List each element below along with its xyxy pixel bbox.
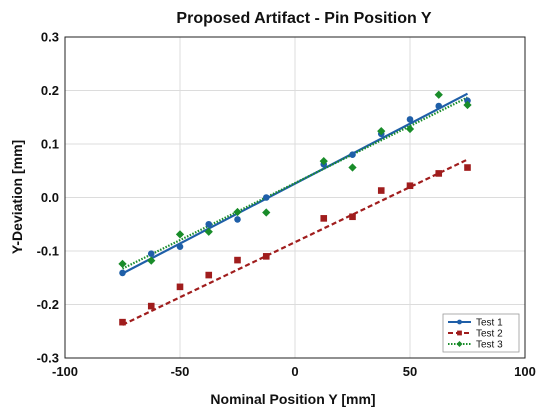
x-tick-label: -50 (171, 364, 190, 379)
series-2-point (320, 215, 328, 222)
x-axis-label: Nominal Position Y [mm] (210, 391, 375, 407)
legend-label: Test 3 (476, 340, 503, 351)
series-3-point (233, 207, 242, 217)
series-3-point (319, 156, 328, 166)
series-1-point (406, 116, 414, 123)
chart-title: Proposed Artifact - Pin Position Y (176, 10, 431, 27)
series-2-point (205, 271, 213, 279)
series-3-point (147, 256, 156, 265)
series-3-fit-line (122, 96, 468, 270)
series-3-point (348, 163, 357, 172)
plot-frame (64, 36, 526, 359)
y-axis-label: Y-Deviation [mm] (9, 140, 25, 254)
series-3-point (377, 127, 386, 136)
series-2-point (234, 256, 241, 264)
x-tick-label: 50 (403, 364, 417, 379)
y-tick-label: -0.2 (37, 297, 59, 312)
series-2-point (406, 182, 414, 190)
legend-label: Test 2 (476, 329, 503, 340)
y-tick-label: -0.1 (37, 244, 59, 259)
legend-label: Test 1 (476, 318, 503, 329)
y-tick-label: 0.0 (41, 190, 59, 205)
legend-marker (457, 330, 462, 336)
series-2-point (349, 213, 356, 221)
series-2-point (176, 283, 184, 291)
x-tick-label: 0 (291, 364, 298, 379)
x-tick-label: 100 (514, 364, 536, 379)
series-2-point (119, 318, 126, 326)
grid (64, 36, 526, 359)
data-markers (118, 90, 472, 326)
y-tick-label: -0.3 (37, 351, 59, 366)
series-1-point (176, 243, 184, 251)
series-1-point (147, 250, 155, 257)
series-2-point (262, 253, 270, 260)
series-3-point (262, 208, 271, 217)
series-1-point (435, 102, 443, 110)
tick-labels: -100 -50 0 50 100 -0.3 -0.2 -0.1 0.0 0.1 0.2 0.3 (37, 30, 536, 380)
series-2-point (435, 170, 443, 177)
series-1-point (234, 216, 241, 223)
series-1-point (119, 269, 126, 277)
series-2-point (377, 187, 385, 194)
series-3-point (405, 124, 415, 134)
legend-marker (456, 341, 463, 347)
series-1-point (205, 220, 213, 228)
y-tick-label: 0.1 (41, 137, 59, 152)
series-1-point (262, 194, 270, 201)
series-3-point (118, 259, 127, 268)
series-2-point (464, 164, 471, 171)
y-tick-label: 0.2 (41, 83, 59, 98)
series-3-point (175, 230, 185, 239)
series-2-point (147, 302, 155, 310)
legend-marker (457, 319, 462, 325)
series-1-point (349, 151, 356, 158)
series-3-point (204, 227, 213, 236)
series-1-point (464, 97, 471, 104)
legend-box (442, 313, 520, 353)
series-3-point (463, 100, 472, 110)
y-tick-label: 0.3 (41, 30, 59, 45)
series-3-point (434, 90, 443, 99)
x-tick-label: -100 (52, 364, 78, 379)
